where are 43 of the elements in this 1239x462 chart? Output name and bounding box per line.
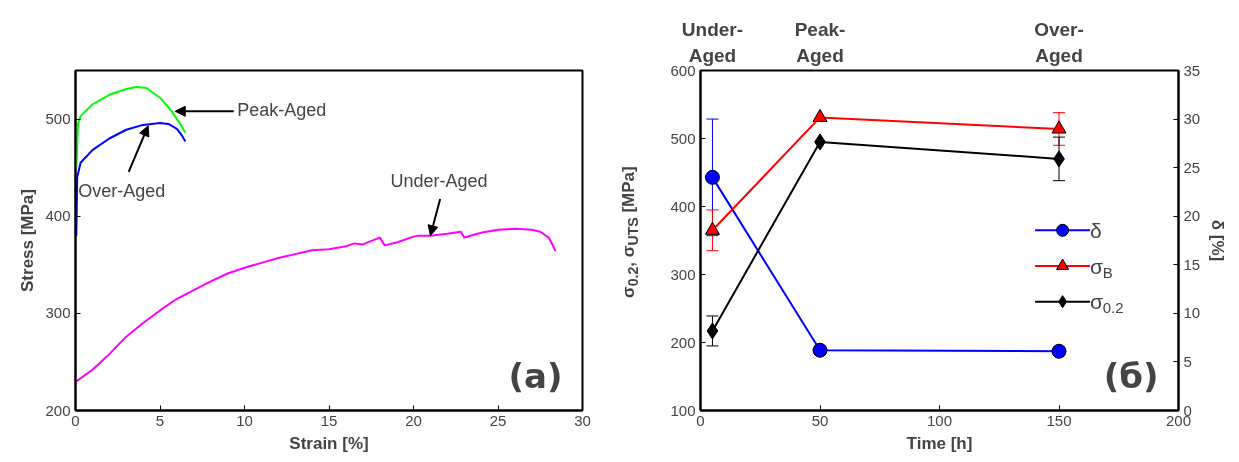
y-axis-title: Stress [MPa] [18,189,38,292]
annotation: Over-Aged [78,180,166,201]
point [706,322,719,340]
y-tick-label: 300 [670,265,696,283]
point [704,221,720,235]
y-tick-label: 400 [670,197,696,215]
x-axis-title: Time [h] [906,433,973,453]
x-tick-label: 150 [1046,411,1072,429]
x-tick-label: 0 [71,411,80,429]
x-tick-label: 20 [405,411,422,429]
text: Over- Aged [1034,19,1084,66]
x-tick-label: 0 [696,411,705,429]
y-tick-label: 400 [45,207,71,225]
point [1051,120,1067,134]
y2-tick-label: 25 [1183,158,1201,176]
x-tick-label: 30 [574,411,591,429]
y2-tick-label: 15 [1183,255,1201,273]
y2-tick-label: 5 [1183,352,1192,370]
point [812,342,828,358]
point [704,169,720,185]
y-tick-label: 300 [45,304,71,322]
annotation: (a) [508,355,563,396]
x-tick-label: 100 [926,411,953,429]
y2-tick-label: 20 [1183,207,1201,225]
y2-tick-label: 35 [1183,61,1201,79]
x-tick-label: 25 [489,411,507,429]
y-tick-label: 200 [670,333,696,351]
x-tick-label: 15 [320,411,338,429]
x-tick-label: 10 [236,411,253,429]
y2-tick-label: 10 [1183,304,1201,322]
text: Peak- Aged [794,19,846,66]
annotation: (б) [1103,355,1159,396]
legend-label: δ [1090,218,1102,242]
x-tick-label: 50 [811,411,829,429]
annotation: Under-Aged [390,170,488,191]
y-tick-label: 500 [45,110,71,128]
x-tick-label: 5 [155,411,165,429]
y2-axis-title: δ [%] [1208,219,1228,262]
x-axis-title: Strain [%] [289,433,369,453]
annotation: Peak-Aged [237,100,327,121]
y-tick-label: 500 [670,129,696,147]
y2-tick-label: 30 [1183,110,1201,128]
point [812,108,828,122]
